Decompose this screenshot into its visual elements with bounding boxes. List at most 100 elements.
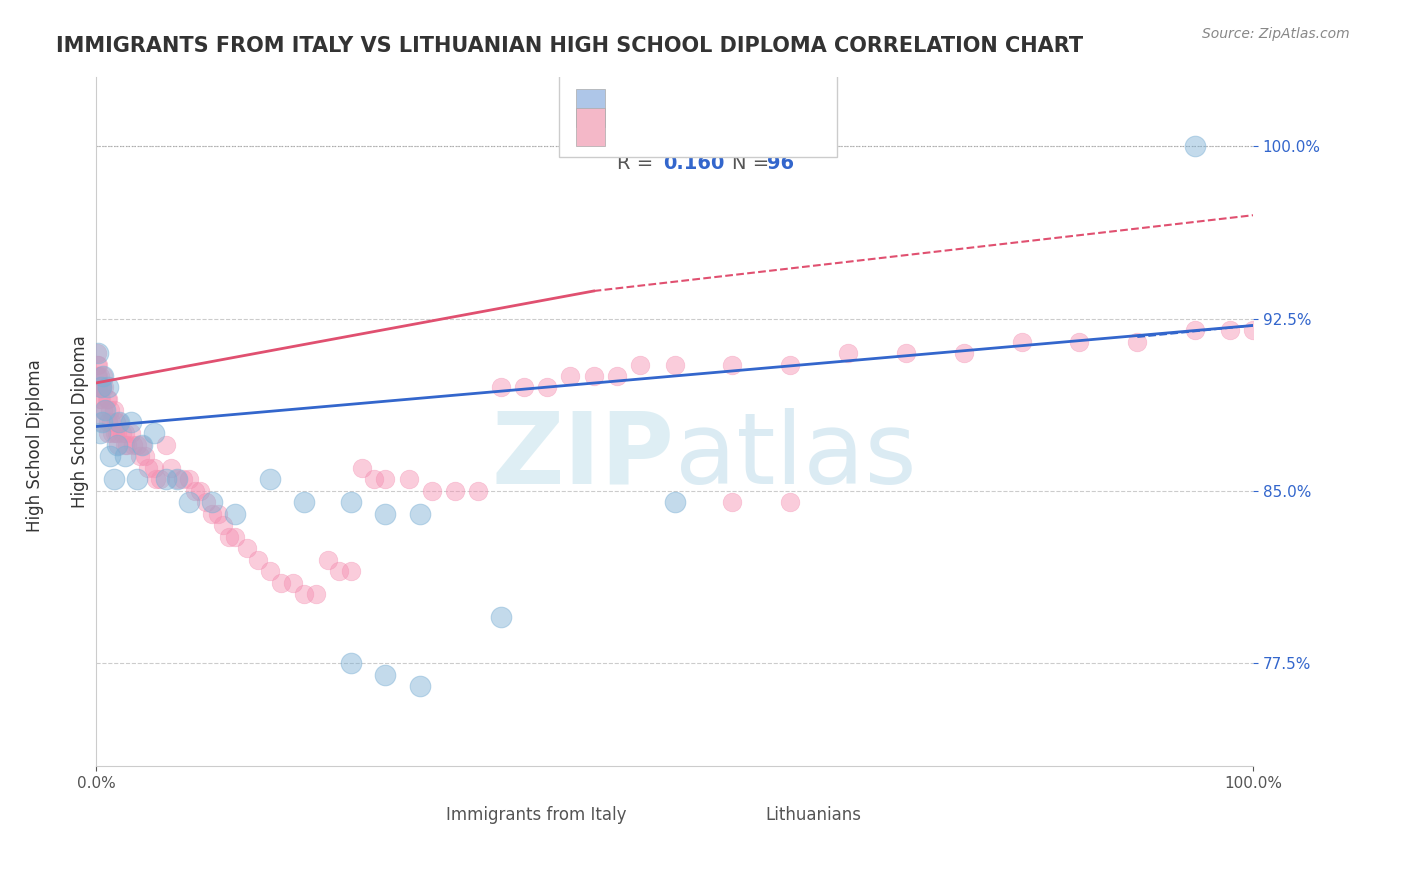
Point [125,438,148,452]
Point [104,415,127,429]
Point [97,415,120,429]
Point [560,369,582,384]
Point [114,426,136,441]
Point [188,483,211,498]
Point [91,415,114,429]
Point [86,358,108,372]
Point [606,369,628,384]
Point [98,450,121,464]
Point [120,426,142,441]
Point [443,483,465,498]
Point [201,495,224,509]
Point [224,530,246,544]
Point [86,346,108,360]
Point [97,392,120,406]
Point [247,552,270,566]
Point [86,369,108,384]
Point [467,483,489,498]
Text: Source: ZipAtlas.com: Source: ZipAtlas.com [1202,27,1350,41]
Point [114,438,136,452]
Text: R =: R = [617,154,659,173]
Point [155,438,177,452]
Point [129,450,152,464]
Point [374,507,396,521]
Point [131,438,153,452]
Point [489,380,512,394]
Point [87,346,110,360]
Point [134,450,156,464]
Point [97,380,120,394]
Text: 96: 96 [768,154,794,173]
Point [122,438,145,452]
Point [91,369,114,384]
Point [89,426,111,441]
Text: 32: 32 [768,106,794,125]
Point [105,438,128,452]
Y-axis label: High School Diploma: High School Diploma [72,335,89,508]
FancyBboxPatch shape [560,67,837,157]
Point [93,380,115,394]
Point [259,472,281,486]
Point [224,507,246,521]
Point [149,472,172,486]
FancyBboxPatch shape [420,805,446,832]
Point [721,358,744,372]
Point [1184,139,1206,153]
Point [111,426,134,441]
Point [779,495,801,509]
Point [91,415,114,429]
Text: R =: R = [617,106,659,125]
Point [398,472,420,486]
Point [339,656,361,670]
Point [87,369,110,384]
Text: atlas: atlas [675,408,917,505]
FancyBboxPatch shape [576,89,605,127]
Point [89,380,111,394]
Point [125,472,148,486]
Point [143,460,166,475]
Point [91,369,114,384]
Point [270,575,292,590]
Point [89,369,111,384]
Text: IMMIGRANTS FROM ITALY VS LITHUANIAN HIGH SCHOOL DIPLOMA CORRELATION CHART: IMMIGRANTS FROM ITALY VS LITHUANIAN HIGH… [56,36,1084,55]
Point [894,346,917,360]
Point [183,483,205,498]
Point [259,564,281,578]
Point [108,415,131,429]
Point [107,438,129,452]
Point [212,518,235,533]
Point [195,495,218,509]
Point [103,472,125,486]
Point [101,426,124,441]
Point [294,587,316,601]
Point [374,472,396,486]
Point [363,472,385,486]
Text: 0.064: 0.064 [664,106,724,125]
Text: N =: N = [733,106,776,125]
Point [628,358,651,372]
Point [420,483,443,498]
FancyBboxPatch shape [576,109,605,146]
Point [87,358,110,372]
Text: 0.160: 0.160 [664,154,724,173]
Point [305,587,328,601]
Point [96,392,118,406]
Text: Lithuanians: Lithuanians [765,805,862,823]
Point [91,380,114,394]
Point [94,403,117,417]
Point [100,415,122,429]
Point [131,438,153,452]
Point [89,392,111,406]
Point [235,541,257,556]
Text: High School Diploma: High School Diploma [27,359,44,533]
Point [1184,323,1206,337]
Point [1126,334,1149,349]
Point [108,415,131,429]
Point [145,472,167,486]
Point [513,380,536,394]
Point [339,495,361,509]
Point [536,380,558,394]
Point [779,358,801,372]
Point [664,358,686,372]
Point [218,530,240,544]
